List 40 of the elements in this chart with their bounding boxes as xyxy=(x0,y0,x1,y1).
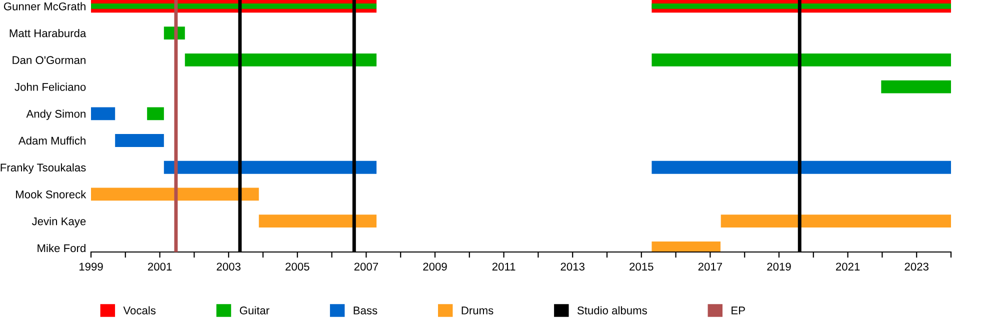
legend-label: Bass xyxy=(354,306,378,314)
legend-label: EP xyxy=(732,306,745,314)
bar xyxy=(91,107,116,120)
bar xyxy=(115,134,164,147)
x-tick-label: 2023 xyxy=(904,262,928,271)
legend-label: Drums xyxy=(462,306,494,314)
x-tick-label: 1999 xyxy=(79,262,103,271)
y-tick-label: Gunner McGrath xyxy=(4,2,86,10)
x-tick-label: 2017 xyxy=(698,262,722,271)
bar xyxy=(258,214,377,228)
x-tick-label: 2021 xyxy=(836,262,860,271)
y-tick-label: Franky Tsoukalas xyxy=(0,163,86,174)
bar xyxy=(720,214,951,228)
y-tick-label: Adam Muffich xyxy=(18,136,86,145)
y-tick-label: Mike Ford xyxy=(38,244,86,252)
x-tick-label: 2005 xyxy=(286,262,310,271)
x-tick-label: 2009 xyxy=(423,262,447,271)
x-tick-label: 2003 xyxy=(216,262,240,271)
x-tick-label: 2007 xyxy=(354,262,378,271)
y-tick-label: Mook Snoreck xyxy=(16,190,86,198)
bar xyxy=(652,53,951,66)
x-tick-label: 2015 xyxy=(630,262,654,271)
bar xyxy=(164,160,377,174)
y-tick-label: Matt Haraburda xyxy=(10,29,86,38)
legend-label: Studio albums xyxy=(577,306,647,314)
legend-label: Vocals xyxy=(123,306,156,314)
y-tick-label: Jevin Kaye xyxy=(32,217,86,228)
x-tick-label: 2019 xyxy=(767,262,791,271)
x-tick-label: 2011 xyxy=(492,262,516,271)
y-tick-label: Dan O'Gorman xyxy=(12,56,86,64)
x-tick-label: 2013 xyxy=(560,262,584,271)
legend-label: Guitar xyxy=(240,306,270,314)
x-tick-label: 2001 xyxy=(148,262,172,271)
bar xyxy=(184,53,377,66)
bar xyxy=(652,160,951,174)
bar xyxy=(147,107,164,120)
y-tick-label: John Feliciano xyxy=(14,82,86,91)
bar xyxy=(881,80,951,94)
y-tick-label: Andy Simon xyxy=(26,110,86,120)
bar xyxy=(91,188,259,201)
